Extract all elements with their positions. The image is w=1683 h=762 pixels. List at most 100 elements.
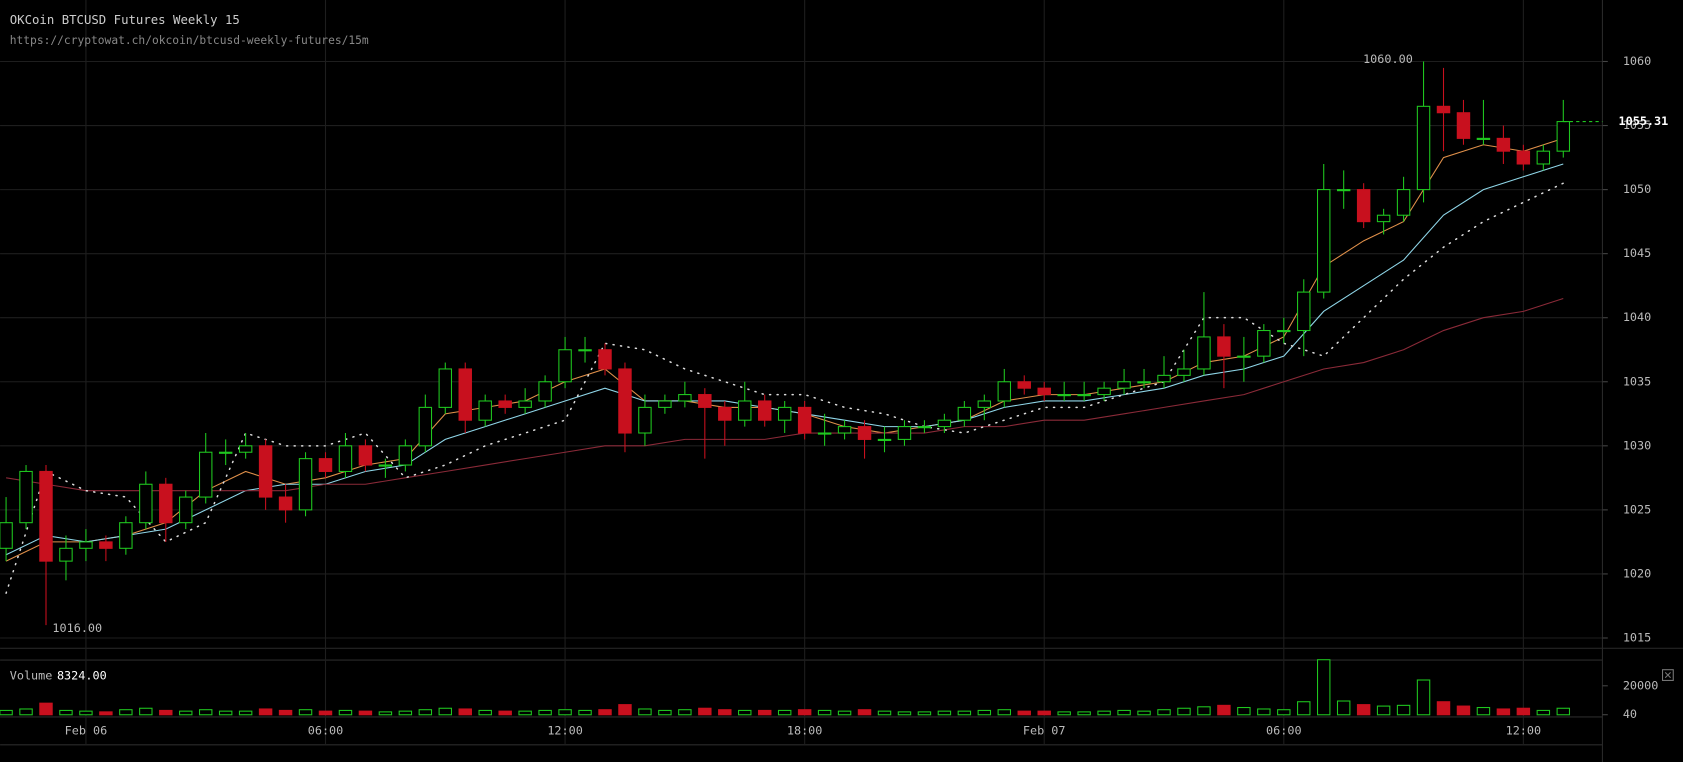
volume-bar	[139, 707, 153, 716]
x-tick-label: 12:00	[547, 723, 583, 737]
candle-body	[877, 438, 892, 442]
close-box[interactable]	[1661, 669, 1674, 681]
candle-body	[1436, 105, 1451, 114]
volume-tick-label: 40	[1623, 707, 1637, 721]
candle-body	[578, 349, 592, 352]
volume-bar	[119, 709, 133, 716]
candle-body	[598, 349, 612, 370]
candle-body	[99, 541, 113, 549]
y-tick-label: 1015	[1623, 630, 1651, 644]
volume-bar	[1257, 708, 1271, 716]
candle-body	[19, 470, 33, 524]
y-tick-label: 1060	[1623, 54, 1651, 68]
volume-bar	[1217, 704, 1231, 716]
volume-bar	[1416, 679, 1431, 716]
candle-body	[618, 368, 632, 434]
volume-bar	[618, 704, 632, 716]
volume-bar	[438, 707, 453, 716]
x-tick-label: 18:00	[787, 723, 823, 737]
candle-body	[1476, 137, 1491, 140]
candle-body	[418, 406, 433, 447]
volume-bar	[897, 711, 912, 716]
volume-bar	[1516, 707, 1531, 716]
volume-bar	[1356, 704, 1371, 716]
volume-bar	[1436, 701, 1451, 716]
volume-bar	[338, 709, 353, 716]
volume-bar	[857, 709, 872, 716]
candle-body	[1416, 105, 1431, 191]
candle-body	[797, 406, 812, 434]
candle-body	[997, 381, 1012, 402]
candle-body	[977, 400, 992, 408]
volume-bar	[1336, 700, 1351, 716]
volume-value: 8324.00	[57, 669, 107, 683]
y-tick-label: 1050	[1623, 182, 1651, 196]
volume-bar	[159, 709, 173, 716]
candle-body	[538, 381, 552, 402]
volume-bar	[797, 709, 812, 716]
candle-body	[218, 451, 233, 454]
candle-body	[1177, 368, 1191, 376]
candle-body	[937, 419, 952, 428]
candle-body	[179, 496, 193, 524]
y-tick-label: 1055	[1623, 118, 1651, 132]
candle-body	[1277, 329, 1291, 333]
volume-bar	[718, 709, 732, 716]
volume-bar	[1316, 659, 1331, 716]
candle-body	[1456, 112, 1471, 139]
close-button[interactable]	[1661, 669, 1674, 681]
candle-body	[159, 483, 173, 524]
volume-bar	[39, 702, 53, 716]
volume-bar	[1037, 710, 1051, 716]
candle-body	[1117, 381, 1131, 389]
candle-body	[438, 368, 453, 408]
y-tick-label: 1025	[1623, 502, 1651, 516]
volume-bar	[997, 709, 1012, 716]
volume-bar	[937, 710, 952, 716]
volume-bar	[1117, 709, 1131, 716]
candle-body	[0, 522, 13, 549]
close-icon[interactable]	[1664, 672, 1671, 679]
candle-body	[1057, 394, 1071, 397]
volume-bar	[1137, 710, 1151, 716]
candle-body	[198, 451, 213, 498]
volume-bar	[498, 710, 512, 716]
volume-bar	[658, 709, 672, 716]
volume-bar	[538, 709, 552, 716]
candle-body	[817, 432, 832, 435]
volume-bar	[99, 711, 113, 716]
volume-bar	[817, 709, 832, 716]
chart-title: OKCoin BTCUSD Futures Weekly 15	[10, 13, 240, 27]
low-label: 1016.00	[52, 621, 102, 635]
last-price-label: 1055.31	[1619, 114, 1669, 128]
candle-body	[1157, 374, 1171, 383]
candle-body	[458, 368, 472, 421]
volume-bar	[1476, 706, 1491, 716]
volume-bar	[1536, 709, 1551, 716]
volume-tick-label: 20000	[1623, 678, 1659, 692]
volume-bar	[1556, 707, 1571, 716]
candle-body	[139, 483, 153, 524]
y-tick-label: 1035	[1623, 374, 1651, 388]
volume-bar	[957, 710, 972, 716]
volume-bar	[1297, 701, 1311, 716]
candle-body	[857, 426, 872, 440]
volume-bar	[358, 710, 373, 716]
volume-bar	[238, 710, 253, 716]
candle-body	[1336, 189, 1351, 192]
candle-body	[398, 445, 413, 466]
volume-bar	[258, 708, 273, 716]
volume-bar	[378, 711, 393, 716]
volume-bar	[1157, 709, 1171, 716]
volume-bar	[638, 708, 652, 716]
candle-body	[1556, 121, 1571, 152]
volume-bar	[19, 708, 33, 716]
candle-body	[757, 400, 772, 421]
volume-bar	[518, 710, 532, 716]
candle-body	[1376, 214, 1391, 223]
candle-body	[777, 406, 792, 421]
volume-bar	[1376, 705, 1391, 716]
